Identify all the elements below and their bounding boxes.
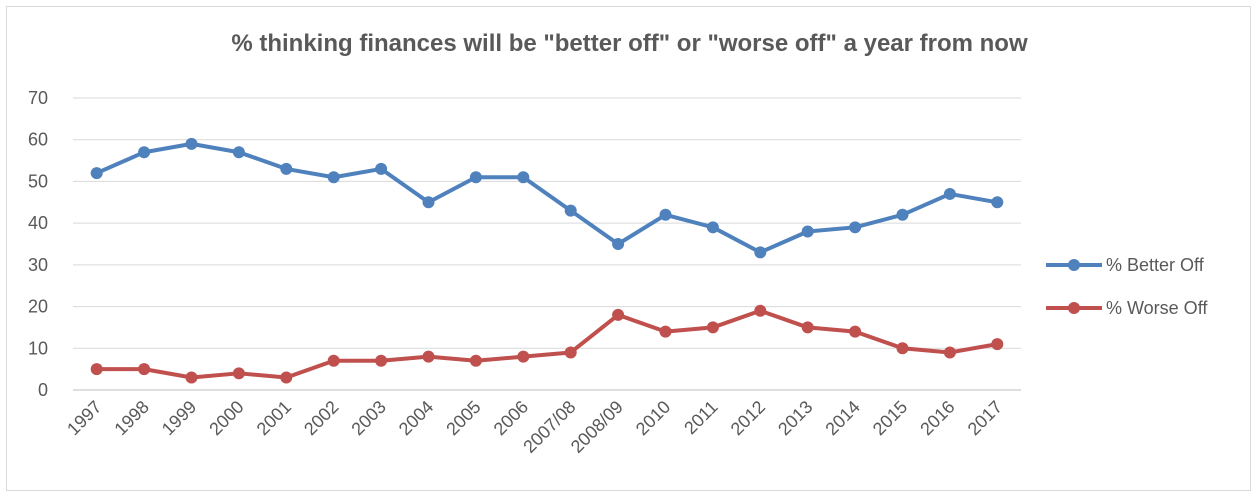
x-tick-label: 2006 [490,397,532,439]
data-point [754,304,767,317]
data-point [754,246,767,259]
data-point [327,171,340,184]
data-point [469,171,482,184]
data-point [896,208,909,221]
x-tick-label: 1998 [110,397,152,439]
y-tick-label: 0 [38,380,48,400]
data-point [185,371,198,384]
legend-marker [1068,302,1080,314]
data-point [469,354,482,367]
data-point [422,350,435,363]
data-point [801,321,814,334]
x-tick-label: 2012 [727,397,769,439]
y-tick-label: 10 [28,338,48,358]
series-line-worse-off [94,308,1000,380]
data-point [90,363,103,376]
x-tick-label: 2002 [300,397,342,439]
data-point [991,338,1004,351]
data-point [138,146,151,159]
series-line-better-off [94,141,1000,255]
data-point [517,350,530,363]
data-point [896,342,909,355]
x-tick-label: 2004 [395,397,437,439]
y-tick-label: 60 [28,130,48,150]
x-tick-label: 1999 [158,397,200,439]
x-tick-label: 2014 [821,397,863,439]
data-point [943,187,956,200]
x-tick-label: 2008/09 [567,397,627,457]
x-tick-label: 2016 [916,397,958,439]
data-point [422,196,435,209]
data-point [801,225,814,238]
data-point [849,221,862,234]
data-point [375,162,388,175]
y-tick-label: 30 [28,255,48,275]
x-tick-label: 2017 [964,397,1006,439]
data-point [564,346,577,359]
data-point [327,354,340,367]
x-tick-label: 1997 [63,397,105,439]
data-point [991,196,1004,209]
data-point [185,137,198,150]
x-tick-label: 2011 [680,397,722,439]
data-point [232,367,245,380]
gridlines [73,97,1021,391]
data-point [90,167,103,180]
data-point [612,238,625,250]
data-point [612,308,625,321]
data-point [564,204,577,217]
x-tick-label: 2001 [253,397,295,439]
data-point [849,325,862,338]
x-tick-label: 2013 [774,397,816,439]
data-point [138,363,151,376]
data-point [517,171,530,184]
data-point [659,325,672,338]
y-tick-label: 40 [28,213,48,233]
x-tick-label: 2005 [442,397,484,439]
legend-label: % Worse Off [1106,298,1208,318]
data-point [659,208,672,221]
data-point [706,221,719,234]
series-lines [90,137,1004,384]
legend-marker [1068,259,1080,271]
x-axis-ticks: 1997 1998 1999 2000 2001 2002 2003 2004 2005 2006… [63,397,1006,457]
data-point [280,371,293,384]
y-tick-label: 20 [28,297,48,317]
data-point [943,346,956,359]
data-point [706,321,719,334]
y-tick-label: 70 [28,88,48,108]
x-tick-label: 2000 [205,397,247,439]
x-tick-label: 2010 [632,397,674,439]
data-point [280,162,293,175]
x-tick-label: 2003 [347,397,389,439]
x-tick-label: 2015 [869,397,911,439]
legend-label: % Better Off [1106,255,1205,275]
legend: % Better Off % Worse Off [1046,255,1208,318]
data-point [232,146,245,159]
chart-title: % thinking finances will be "better off"… [231,30,1028,57]
y-axis-ticks: 0 10 20 30 40 50 60 70 [28,88,48,400]
chart-area [6,6,1251,491]
data-point [375,354,388,367]
y-tick-label: 50 [28,171,48,191]
